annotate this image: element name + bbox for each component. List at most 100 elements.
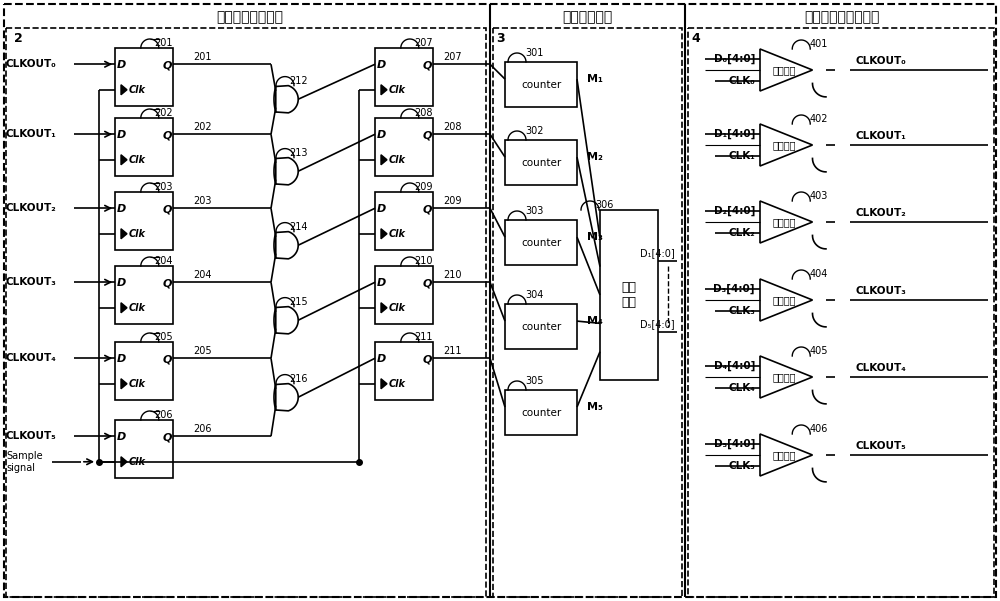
Bar [375,342,433,400]
Polygon shape [381,155,387,165]
Text: 206: 206 [155,410,173,420]
Text: D₁[4:0]: D₁[4:0] [640,248,675,258]
Text: 209: 209 [444,197,462,206]
Text: 误差提取模块: 误差提取模块 [562,10,613,24]
Text: 延迟单元: 延迟单元 [772,450,796,460]
Bar [505,140,577,185]
Polygon shape [381,303,387,313]
Text: 405: 405 [810,346,828,356]
Text: M₃: M₃ [587,232,603,242]
Text: Clk: Clk [389,379,406,389]
Text: 202: 202 [194,122,212,132]
Text: D₂[4:0]: D₂[4:0] [714,206,755,216]
Text: Clk: Clk [129,457,146,467]
Text: CLKOUT₁: CLKOUT₁ [6,129,57,139]
Text: Clk: Clk [129,379,146,389]
Text: 201: 201 [194,52,212,63]
Text: 403: 403 [810,191,828,201]
Text: Q: Q [162,278,172,288]
Text: CLK₄: CLK₄ [728,383,755,393]
Text: CLKOUT₃: CLKOUT₃ [855,286,906,296]
Text: Sample
signal: Sample signal [6,451,43,472]
Text: counter: counter [521,79,561,90]
Text: D₄[4:0]: D₄[4:0] [714,361,755,371]
Text: Clk: Clk [389,155,406,165]
Text: 211: 211 [444,346,462,356]
Text: Clk: Clk [389,303,406,313]
Bar [375,118,433,176]
Text: 208: 208 [444,122,462,132]
Polygon shape [381,85,387,95]
Bar [115,118,173,176]
Bar [505,220,577,265]
Text: 216: 216 [290,374,308,383]
Bar [115,48,173,106]
Bar [375,192,433,250]
Text: Clk: Clk [129,155,146,165]
Text: Q: Q [422,130,432,141]
Text: 延迟单元: 延迟单元 [772,295,796,305]
Text: 203: 203 [155,182,173,192]
Text: CLKOUT₀: CLKOUT₀ [855,56,906,66]
Text: Q: Q [162,432,172,442]
Text: 2: 2 [14,31,23,44]
Polygon shape [760,49,812,91]
Text: CLKOUT₄: CLKOUT₄ [855,363,906,373]
Polygon shape [760,124,812,166]
Text: 201: 201 [155,38,173,48]
Text: 205: 205 [154,332,173,342]
Text: M₄: M₄ [587,316,603,326]
Text: Q: Q [162,355,172,364]
Text: Clk: Clk [129,229,146,239]
Text: 延迟单元: 延迟单元 [772,217,796,227]
Polygon shape [276,85,298,113]
Text: D: D [116,204,126,215]
Text: Q: Q [162,204,172,215]
Polygon shape [381,229,387,239]
Text: 402: 402 [810,114,828,124]
Text: CLKOUT₂: CLKOUT₂ [855,208,906,218]
Text: 214: 214 [290,222,308,231]
Text: 213: 213 [290,148,308,157]
Text: D: D [376,355,386,364]
Bar [115,420,173,478]
Text: 204: 204 [155,256,173,266]
Text: D₀[4:0]: D₀[4:0] [714,53,755,64]
Text: CLKOUT₅: CLKOUT₅ [855,441,906,451]
Text: M₂: M₂ [587,152,603,162]
Text: 406: 406 [810,424,828,434]
Polygon shape [121,85,127,95]
Text: 210: 210 [415,256,433,266]
Text: D: D [116,278,126,288]
Text: 延迟单元: 延迟单元 [772,65,796,75]
Text: Q: Q [162,130,172,141]
Text: CLKOUT₁: CLKOUT₁ [855,131,906,141]
Bar [505,304,577,349]
Polygon shape [760,279,812,321]
Bar [115,342,173,400]
Polygon shape [276,157,298,185]
Text: counter: counter [521,157,561,168]
Bar [493,28,682,597]
Text: 303: 303 [526,206,544,216]
Text: 数字控制延迟链模块: 数字控制延迟链模块 [804,10,879,24]
Bar [505,62,577,107]
Text: CLK₂: CLK₂ [728,228,755,239]
Text: CLKOUT₄: CLKOUT₄ [6,353,57,363]
Text: D: D [376,130,386,141]
Bar [375,48,433,106]
Text: Clk: Clk [129,303,146,313]
Text: 逻辑
处理: 逻辑 处理 [622,281,637,309]
Text: M₅: M₅ [587,402,603,412]
Text: D₅[4:0]: D₅[4:0] [714,439,755,449]
Text: D: D [376,278,386,288]
Text: 304: 304 [526,290,544,300]
Text: CLKOUT₂: CLKOUT₂ [6,203,57,213]
Text: D₁[4:0]: D₁[4:0] [714,129,755,139]
Text: 203: 203 [194,197,212,206]
Polygon shape [276,383,298,411]
Text: Clk: Clk [389,85,406,95]
Text: Q: Q [422,278,432,288]
Bar [600,210,658,380]
Text: 212: 212 [290,76,308,85]
